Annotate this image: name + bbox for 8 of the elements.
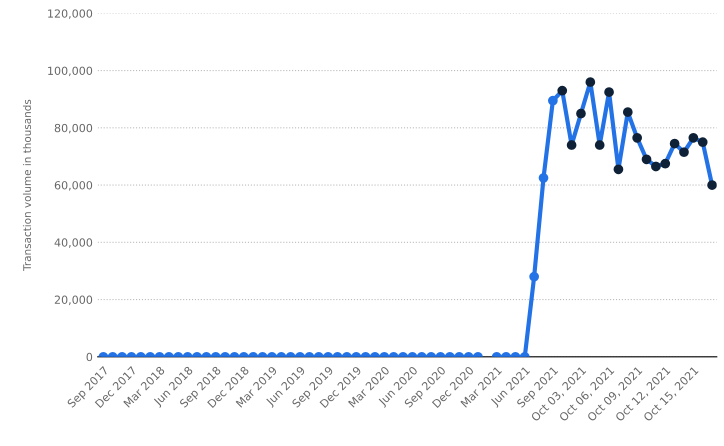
- y-tick-label: 40,000: [54, 238, 92, 248]
- y-tick-label: 80,000: [54, 124, 92, 134]
- y-tick-label: 100,000: [48, 66, 92, 76]
- y-tick-label: 60,000: [54, 181, 92, 191]
- y-axis-title: Transaction volume in thousands: [22, 100, 32, 271]
- y-tick-label: 0: [86, 352, 92, 362]
- y-tick-label: 20,000: [54, 296, 92, 306]
- y-tick-label: 120,000: [48, 9, 92, 19]
